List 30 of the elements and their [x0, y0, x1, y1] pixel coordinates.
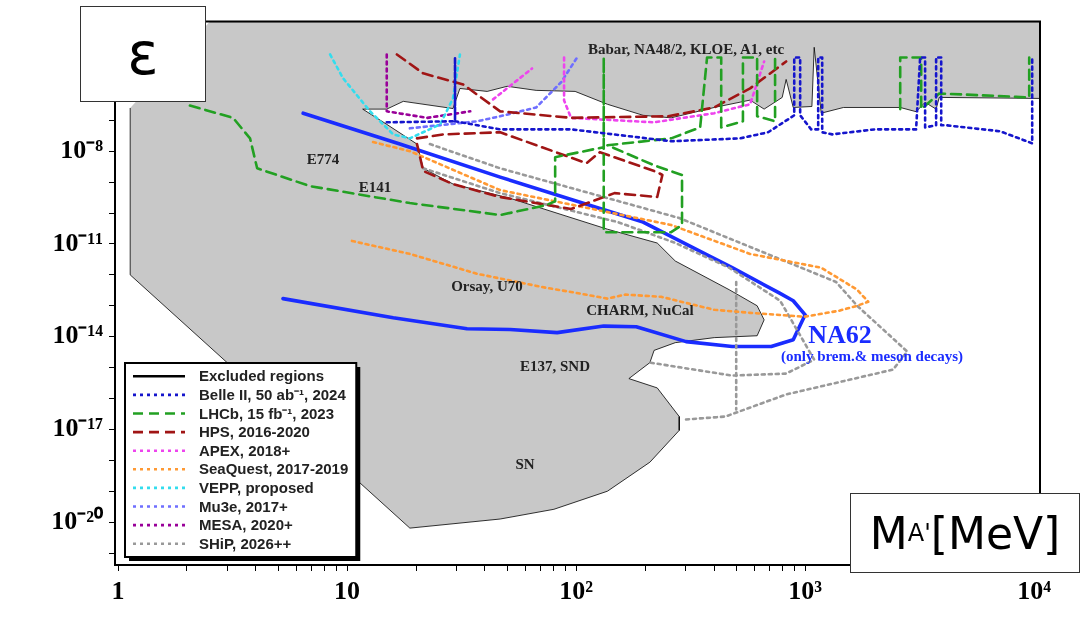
legend-label: SHiP, 2026++: [199, 534, 292, 552]
annotation: CHARM, NuCal: [586, 301, 694, 318]
y-tick-label: 10⁻¹¹: [52, 227, 103, 257]
annotation: Orsay, U70: [451, 277, 523, 294]
legend-label: VEPP, proposed: [199, 479, 314, 497]
y-axis-title: ε: [80, 6, 206, 102]
annotation: NA62: [808, 319, 872, 349]
legend-label: LHCb, 15 fb⁻¹, 2023: [199, 404, 335, 422]
legend-label: SeaQuest, 2017-2019: [199, 460, 349, 478]
x-tick-label: 10⁴: [1017, 576, 1052, 606]
y-tick-label: 10⁻¹⁴: [52, 320, 104, 350]
y-tick-label: 10⁻¹⁷: [52, 413, 104, 443]
annotation: E774: [306, 150, 340, 167]
x-tick-label: 1: [111, 576, 125, 606]
legend-label: Excluded regions: [199, 367, 325, 385]
y-tick-label: 10⁻²⁰: [51, 505, 104, 535]
x-tick-label: 10: [334, 576, 361, 606]
x-tick-label: 10²: [559, 576, 594, 606]
legend-label: APEX, 2018+: [199, 441, 291, 459]
legend-label: Belle II, 50 ab⁻¹, 2024: [199, 386, 347, 404]
annotation: E141: [358, 178, 392, 195]
legend-label: HPS, 2016-2020: [199, 423, 310, 441]
legend-label: MESA, 2020+: [199, 516, 294, 534]
annotation: SN: [515, 455, 535, 472]
annotation: Babar, NA48/2, KLOE, A1, etc: [587, 40, 785, 57]
annotation: E137, SND: [519, 357, 591, 374]
y-tick-label: 10⁻⁸: [60, 134, 104, 164]
annotation: (only brem.& meson decays): [780, 347, 964, 365]
legend-label: Mu3e, 2017+: [199, 497, 289, 515]
x-tick-label: 10³: [788, 576, 823, 606]
